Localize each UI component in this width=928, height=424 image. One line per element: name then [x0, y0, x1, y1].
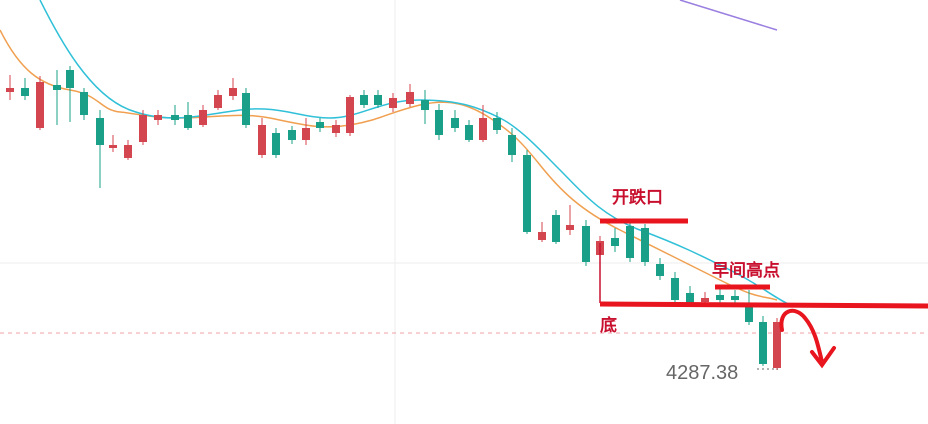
annotation: 早间高点 — [712, 260, 780, 281]
price-label: 4287.38 — [666, 362, 738, 384]
annotation-arrow — [779, 308, 836, 369]
annotation-line — [599, 301, 928, 309]
ma-line — [679, 0, 778, 31]
ma-line — [0, 29, 778, 301]
annotation: 开跌口 — [612, 188, 663, 208]
annotation: 底 — [600, 315, 617, 336]
candles — [6, 66, 781, 370]
